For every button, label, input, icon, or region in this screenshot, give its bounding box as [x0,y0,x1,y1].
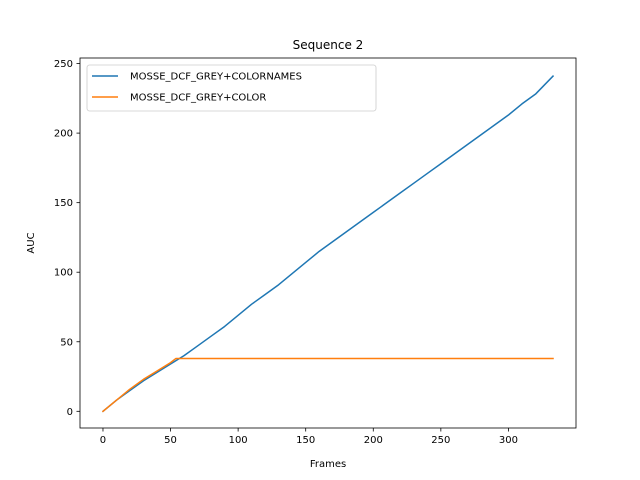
legend-label-1: MOSSE_DCF_GREY+COLORNAMES [130,72,302,83]
x-tick-label: 200 [364,435,383,446]
x-tick-label: 250 [431,435,450,446]
y-tick-label: 0 [67,407,73,418]
x-axis: 0 50 100 150 200 250 300 [100,428,518,446]
x-tick-label: 300 [499,435,518,446]
legend-box [86,64,377,112]
series-line-1 [101,75,555,413]
plot-frame [79,57,577,429]
x-tick-label: 50 [164,435,177,446]
y-tick-label: 250 [54,59,73,70]
legend: MOSSE_DCF_GREY+COLORNAMES MOSSE_DCF_GREY+… [86,64,377,112]
series-line-2 [101,357,554,413]
legend-label-2: MOSSE_DCF_GREY+COLOR [130,93,266,104]
x-axis-label: Frames [310,459,346,470]
y-axis-label: AUC [26,232,37,253]
y-tick-label: 100 [54,268,73,279]
y-tick-label: 200 [54,129,73,140]
x-tick-label: 0 [100,435,106,446]
chart-title: Sequence 2 [293,38,364,52]
x-tick-label: 150 [296,435,315,446]
series-layer [101,75,555,413]
y-tick-label: 150 [54,198,73,209]
y-axis: 0 50 100 150 200 250 [54,59,80,418]
x-tick-label: 100 [229,435,248,446]
y-tick-label: 50 [60,337,73,348]
